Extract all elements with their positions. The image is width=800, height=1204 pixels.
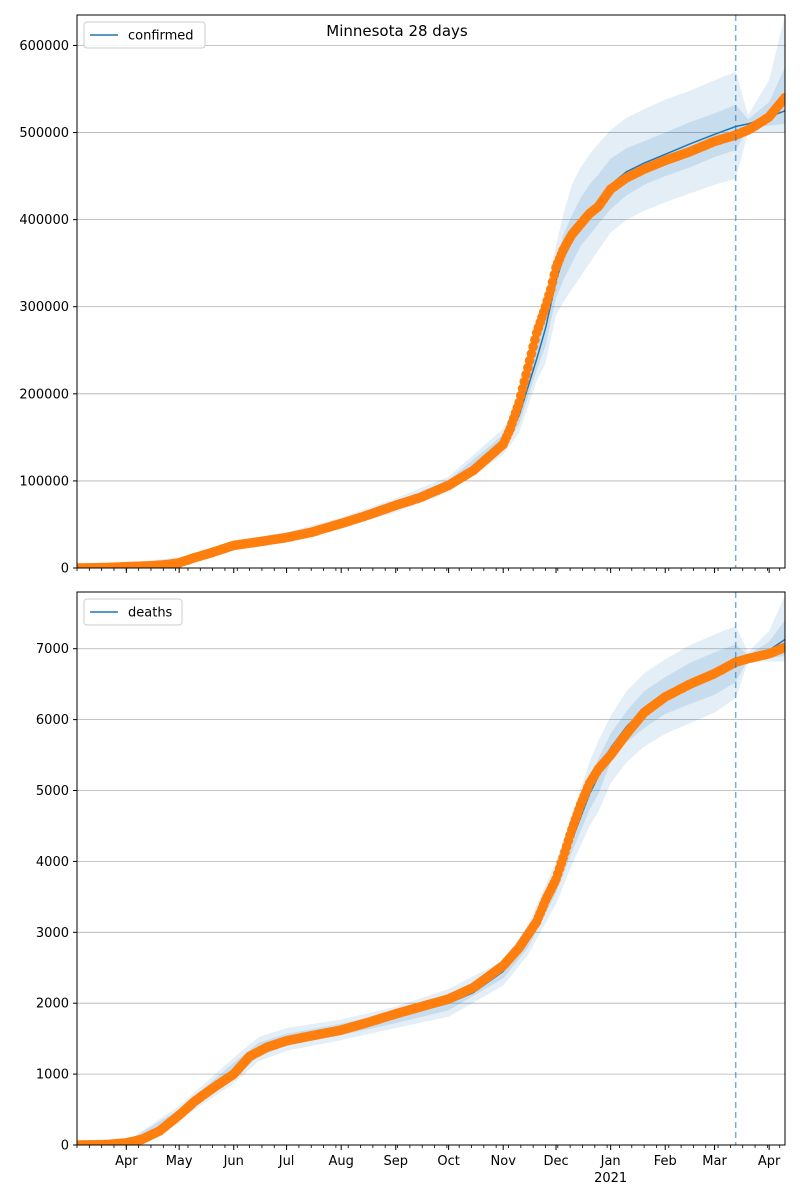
y-tick-label: 7000 xyxy=(36,642,69,657)
x-tick-label: Apr xyxy=(115,1154,138,1169)
y-tick-label: 6000 xyxy=(36,713,69,728)
plot-area xyxy=(77,595,785,1145)
axes-frame xyxy=(76,14,786,569)
x-tick-label: Jan xyxy=(600,1154,621,1169)
x-year-label: 2021 xyxy=(594,1171,627,1186)
plot-area xyxy=(77,15,785,568)
y-tick-label: 0 xyxy=(61,1139,69,1154)
observed-point xyxy=(780,642,785,653)
outer-band xyxy=(77,15,785,568)
y-tick-label: 400000 xyxy=(19,213,69,228)
legend-box xyxy=(83,21,206,49)
x-tick-label: Sep xyxy=(384,1154,409,1169)
x-tick-label: Aug xyxy=(328,1154,353,1169)
confirmed-panel: 0 100000 200000 300000 400000 500000 600000 con… xyxy=(19,14,786,577)
x-tick-label: Apr xyxy=(758,1154,781,1169)
legend-box xyxy=(83,598,183,626)
legend: deaths xyxy=(83,598,183,626)
deaths-panel: 0 1000 2000 3000 4000 5000 6000 7000 Apr May Jun Ju… xyxy=(36,591,786,1186)
x-tick-label: Jul xyxy=(278,1154,295,1169)
x-tick-label: Nov xyxy=(491,1154,517,1169)
x-tick-label: Dec xyxy=(543,1154,568,1169)
y-tick-label: 100000 xyxy=(19,474,69,489)
y-tick-label: 1000 xyxy=(36,1068,69,1083)
y-tick-label: 2000 xyxy=(36,997,69,1012)
y-tick-label: 3000 xyxy=(36,926,69,941)
y-tick-label: 4000 xyxy=(36,855,69,870)
outer-band xyxy=(77,595,785,1145)
axes-frame xyxy=(76,591,786,1146)
legend-label: deaths xyxy=(128,606,173,621)
y-tick-label: 200000 xyxy=(19,387,69,402)
y-tick-label: 600000 xyxy=(19,39,69,54)
x-tick-label: Feb xyxy=(654,1154,677,1169)
observed-point xyxy=(780,92,785,103)
observed-point xyxy=(549,270,560,280)
x-tick-label: Mar xyxy=(702,1154,727,1169)
y-tick-label: 5000 xyxy=(36,784,69,799)
observed-point xyxy=(547,277,558,287)
legend-label: confirmed xyxy=(128,29,194,44)
x-tick-label: Oct xyxy=(437,1154,459,1169)
x-tick-label: May xyxy=(166,1154,193,1169)
observed-point xyxy=(546,284,556,295)
x-tick-label: Jun xyxy=(223,1154,244,1169)
y-tick-label: 0 xyxy=(61,562,69,577)
chart-title: Minnesota 28 days xyxy=(326,22,468,40)
y-tick-label: 500000 xyxy=(19,126,69,141)
y-tick-label: 300000 xyxy=(19,300,69,315)
legend: confirmed xyxy=(83,21,206,49)
